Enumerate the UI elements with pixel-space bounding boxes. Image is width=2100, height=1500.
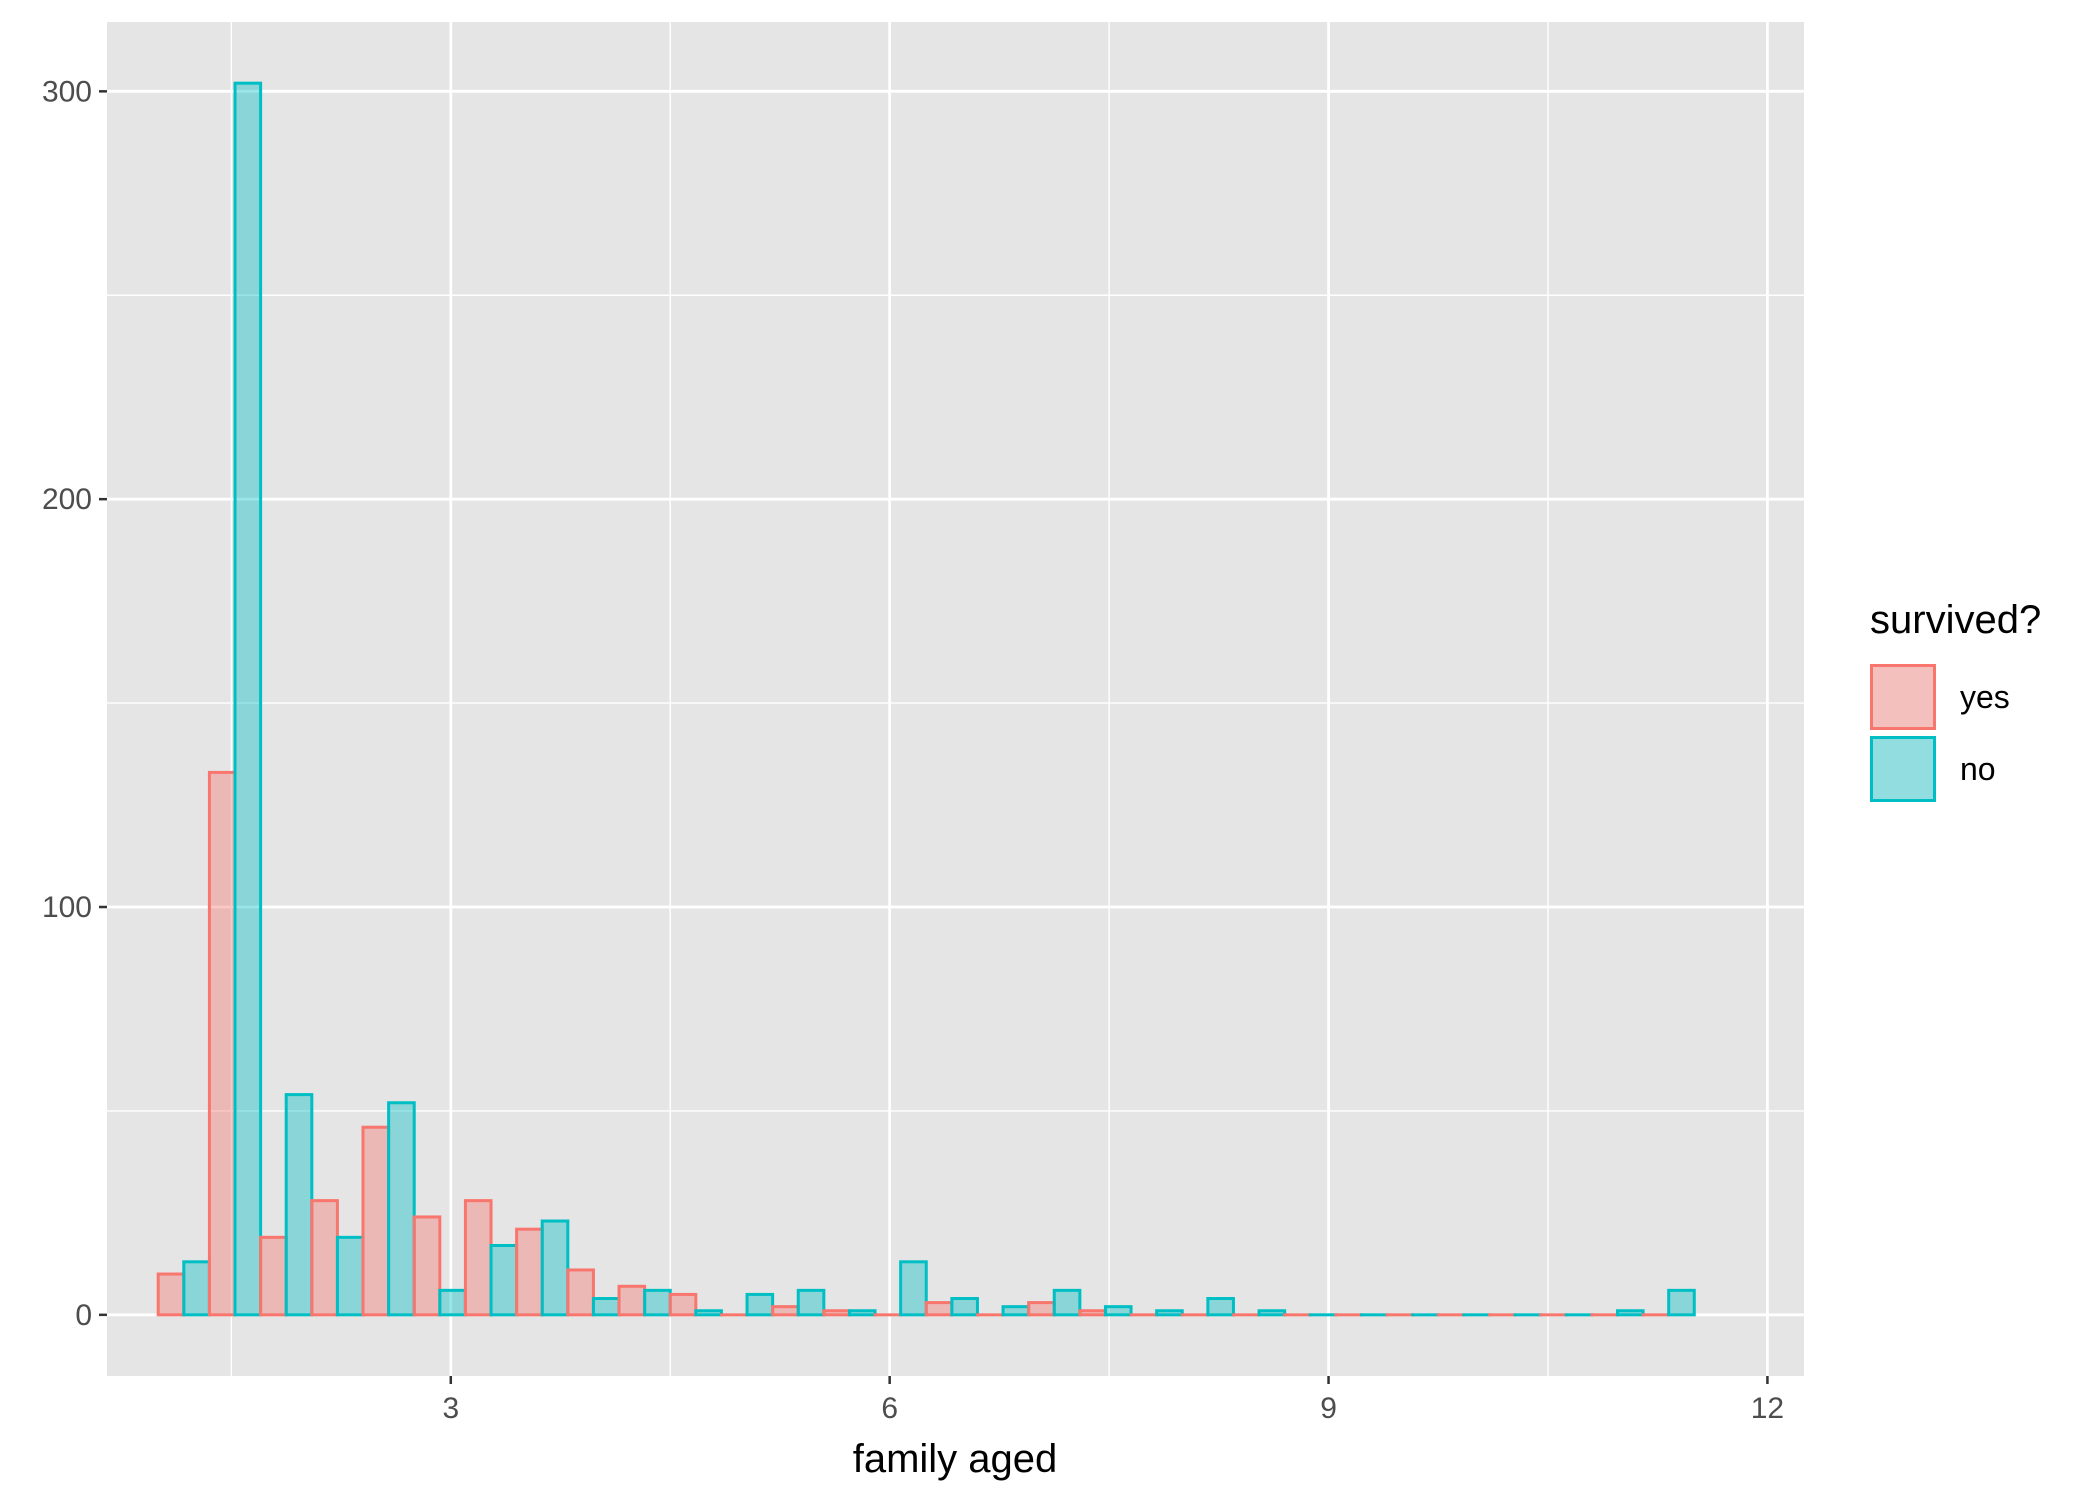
x-tick-label: 6 — [881, 1392, 898, 1425]
bar-no — [694, 1309, 723, 1317]
bar-yes — [617, 1284, 647, 1317]
bar-yes — [412, 1215, 442, 1317]
bar-yes — [1027, 1301, 1056, 1317]
x-tick-label: 9 — [1320, 1392, 1337, 1425]
x-axis-title: family aged — [853, 1437, 1058, 1481]
y-axis: 0 100 200 300 — [42, 75, 107, 1332]
bars — [156, 81, 1696, 1317]
bar-no — [1001, 1305, 1031, 1317]
legend-items: yes no — [1870, 664, 2010, 802]
legend-title: survived? — [1870, 598, 2041, 642]
bar-yes — [771, 1305, 800, 1317]
bar-yes — [463, 1199, 493, 1317]
bar-no — [233, 81, 263, 1317]
bar-yes — [1078, 1309, 1107, 1317]
bar-no — [1155, 1309, 1184, 1317]
bar-no — [745, 1292, 775, 1317]
legend-label-yes: yes — [1960, 679, 2010, 715]
bar-yes — [822, 1309, 851, 1317]
y-tick-label: 300 — [42, 75, 92, 108]
bar-yes — [566, 1268, 595, 1317]
legend-key-bg — [1870, 664, 1936, 730]
bar-no — [284, 1093, 314, 1317]
x-axis: 3 6 9 12 — [442, 1376, 1784, 1425]
bar-no — [1103, 1305, 1133, 1317]
bar-no — [591, 1297, 621, 1317]
bar-no — [950, 1297, 979, 1317]
bar-no — [1667, 1288, 1696, 1317]
bar-yes — [668, 1292, 698, 1317]
bar-yes — [156, 1272, 186, 1317]
bar-yes — [361, 1125, 391, 1317]
bar-no — [643, 1288, 672, 1317]
bar-yes — [310, 1199, 339, 1317]
bar-no — [899, 1260, 928, 1317]
bar-no — [847, 1309, 877, 1317]
minor-gridlines — [107, 22, 1804, 1376]
bar-no — [1206, 1297, 1235, 1317]
legend-key-bg — [1870, 736, 1936, 802]
bar-no — [489, 1243, 519, 1317]
bar-yes — [207, 770, 237, 1317]
bar-no — [540, 1219, 570, 1317]
bar-no — [335, 1235, 365, 1317]
bar-no — [182, 1260, 211, 1317]
bar-no — [1615, 1309, 1645, 1317]
legend-swatch-yes — [1870, 664, 1936, 730]
x-tick-label: 12 — [1751, 1392, 1784, 1425]
bar-no — [1052, 1288, 1082, 1317]
bar-no — [438, 1288, 467, 1317]
y-tick-label: 0 — [75, 1299, 92, 1332]
y-tick-label: 200 — [42, 483, 92, 516]
legend: survived? yes no — [1870, 598, 2041, 802]
bar-yes — [515, 1227, 544, 1317]
legend-label-no: no — [1960, 751, 1996, 787]
bar-yes — [259, 1235, 288, 1317]
bar-no — [1257, 1309, 1287, 1317]
bar-no — [796, 1288, 826, 1317]
bar-yes — [924, 1301, 954, 1317]
y-tick-label: 100 — [42, 891, 92, 924]
x-tick-label: 3 — [442, 1392, 459, 1425]
bar-no — [387, 1101, 416, 1317]
legend-swatch-no — [1870, 736, 1936, 802]
